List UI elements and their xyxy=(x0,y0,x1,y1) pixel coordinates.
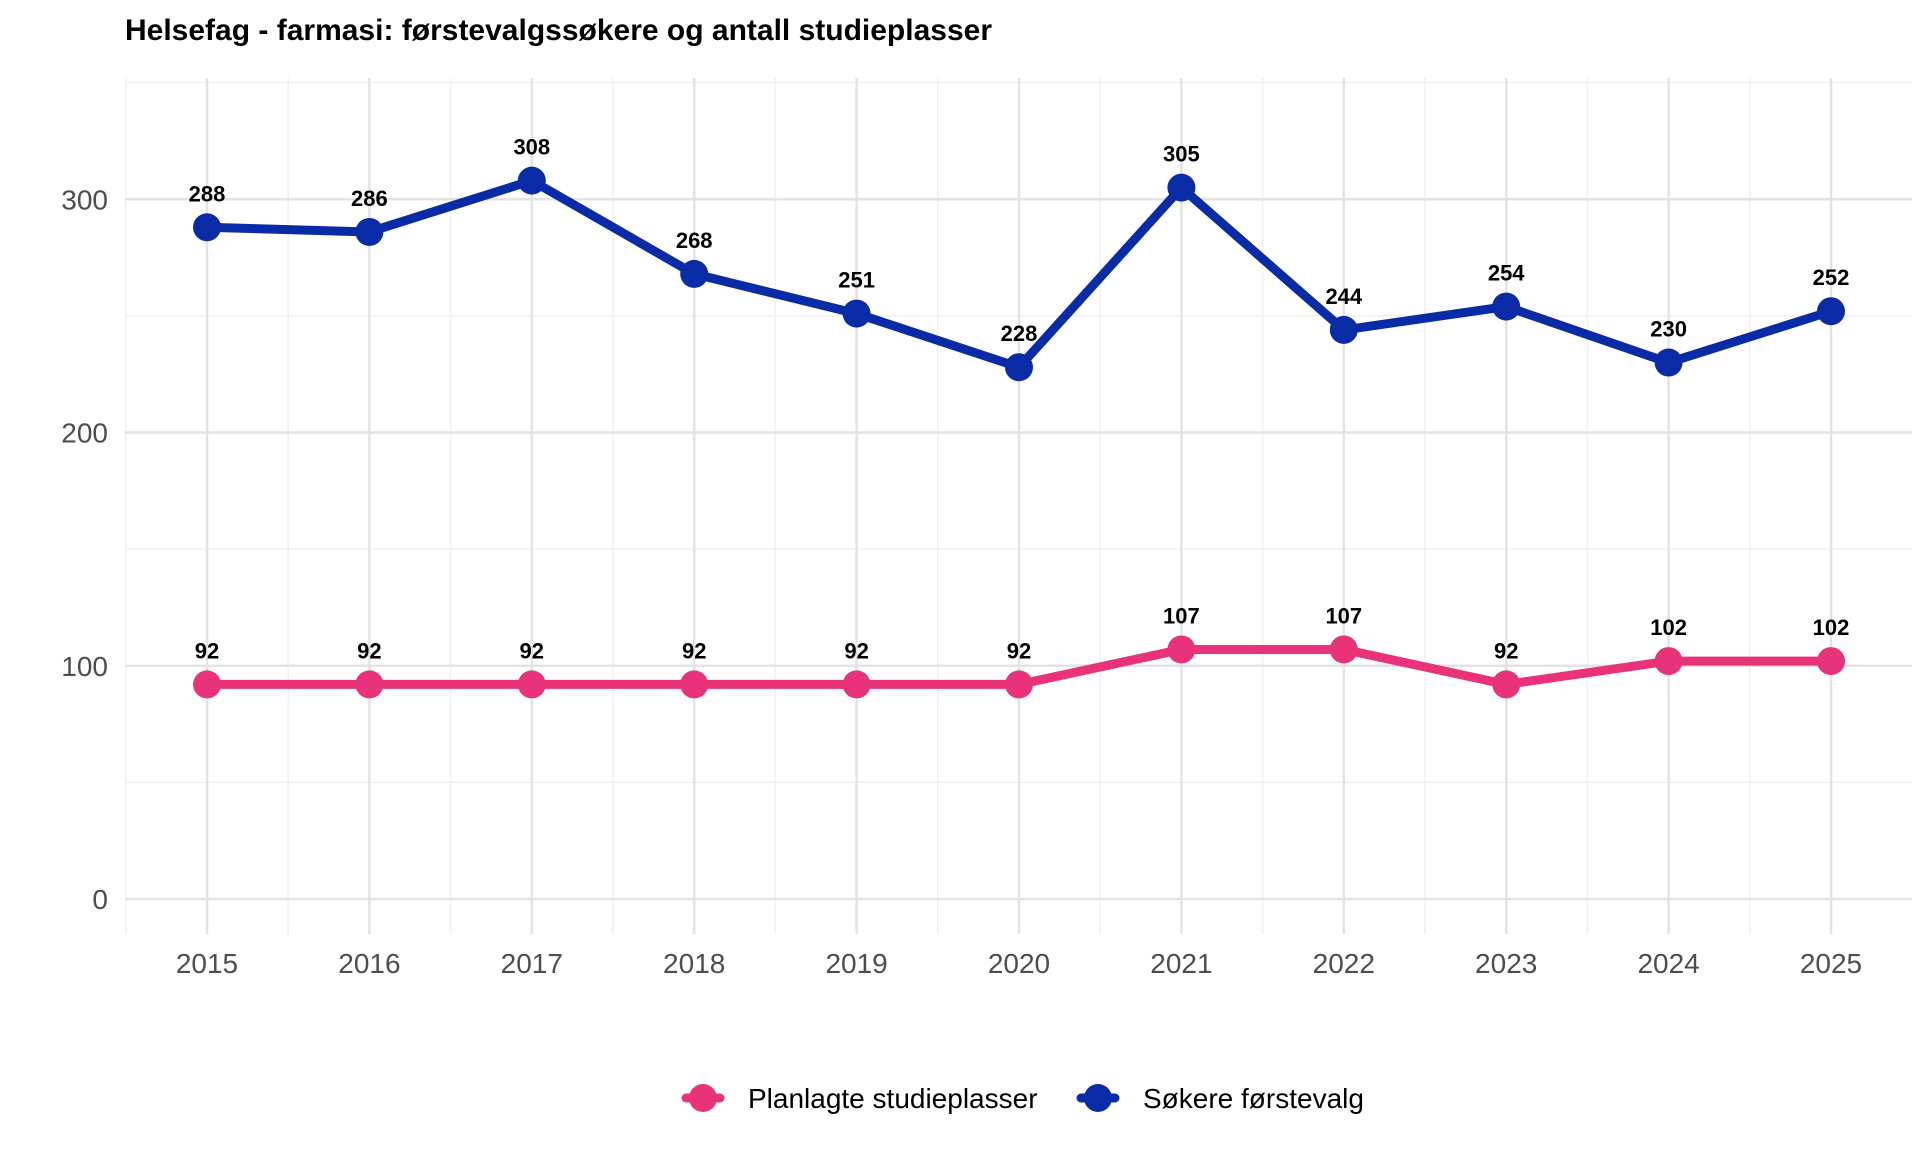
data-label: 230 xyxy=(1650,317,1687,342)
y-tick-label: 100 xyxy=(61,651,108,682)
data-label: 92 xyxy=(520,638,544,663)
data-point xyxy=(680,670,709,699)
x-tick-label: 2023 xyxy=(1475,948,1537,979)
legend: Planlagte studieplasser Søkere førstevalg xyxy=(681,1083,1364,1114)
x-tick-label: 2021 xyxy=(1150,948,1212,979)
data-label: 305 xyxy=(1163,142,1200,167)
data-label: 92 xyxy=(195,638,219,663)
data-label: 92 xyxy=(1007,638,1031,663)
data-label: 92 xyxy=(357,638,381,663)
data-point xyxy=(355,217,384,246)
data-labels: 92 92 92 92 92 92 107 107 92 102 102 288 286 308 268 25… xyxy=(189,135,1850,664)
x-tick-label: 2015 xyxy=(176,948,238,979)
x-tick-label: 2016 xyxy=(338,948,400,979)
axis-tick-labels: 0 100 200 300 2015 2016 2017 2018 2019 2020 2021 20… xyxy=(61,184,1862,979)
data-label: 288 xyxy=(189,181,226,206)
data-point xyxy=(1817,647,1845,676)
data-label: 107 xyxy=(1163,603,1200,628)
legend-key-point xyxy=(1084,1084,1112,1112)
legend-key-point xyxy=(689,1084,717,1112)
series-lines xyxy=(193,166,1845,699)
data-label: 92 xyxy=(682,638,706,663)
x-tick-label: 2022 xyxy=(1313,948,1375,979)
legend-label: Planlagte studieplasser xyxy=(748,1083,1038,1114)
data-point xyxy=(1329,635,1358,664)
data-point xyxy=(1654,647,1683,676)
x-tick-label: 2018 xyxy=(663,948,725,979)
x-tick-label: 2020 xyxy=(988,948,1050,979)
data-point xyxy=(842,670,871,699)
data-label: 268 xyxy=(676,228,713,253)
legend-label: Søkere førstevalg xyxy=(1143,1083,1364,1114)
data-label: 92 xyxy=(1494,638,1518,663)
x-tick-label: 2019 xyxy=(825,948,887,979)
data-point xyxy=(680,259,709,288)
data-point xyxy=(1654,348,1683,377)
data-label: 252 xyxy=(1813,265,1850,290)
data-point xyxy=(1005,670,1033,699)
data-point xyxy=(193,670,221,699)
data-label: 102 xyxy=(1813,615,1850,640)
data-label: 254 xyxy=(1488,261,1525,286)
data-label: 286 xyxy=(351,186,388,211)
grid-lines xyxy=(125,78,1912,934)
x-tick-label: 2024 xyxy=(1637,948,1699,979)
data-label: 251 xyxy=(838,268,875,293)
data-point xyxy=(1817,297,1845,326)
x-tick-label: 2017 xyxy=(501,948,563,979)
data-point xyxy=(1492,670,1521,699)
chart-title: Helsefag - farmasi: førstevalgssøkere og… xyxy=(125,14,992,47)
data-point xyxy=(1329,315,1358,344)
y-tick-label: 200 xyxy=(61,418,108,449)
data-label: 107 xyxy=(1325,603,1362,628)
data-point xyxy=(1167,173,1196,202)
data-point xyxy=(1492,292,1521,321)
data-point xyxy=(193,213,221,242)
data-point xyxy=(517,670,546,699)
y-tick-label: 300 xyxy=(61,184,108,215)
data-label: 92 xyxy=(844,638,868,663)
data-label: 228 xyxy=(1001,321,1038,346)
data-point xyxy=(842,299,871,328)
data-point xyxy=(355,670,384,699)
data-label: 102 xyxy=(1650,615,1687,640)
data-label: 308 xyxy=(513,135,550,160)
data-point xyxy=(1005,353,1033,382)
x-tick-label: 2025 xyxy=(1800,948,1862,979)
data-point xyxy=(517,166,546,195)
data-label: 244 xyxy=(1325,284,1362,309)
data-point xyxy=(1167,635,1196,664)
y-tick-label: 0 xyxy=(92,884,108,915)
